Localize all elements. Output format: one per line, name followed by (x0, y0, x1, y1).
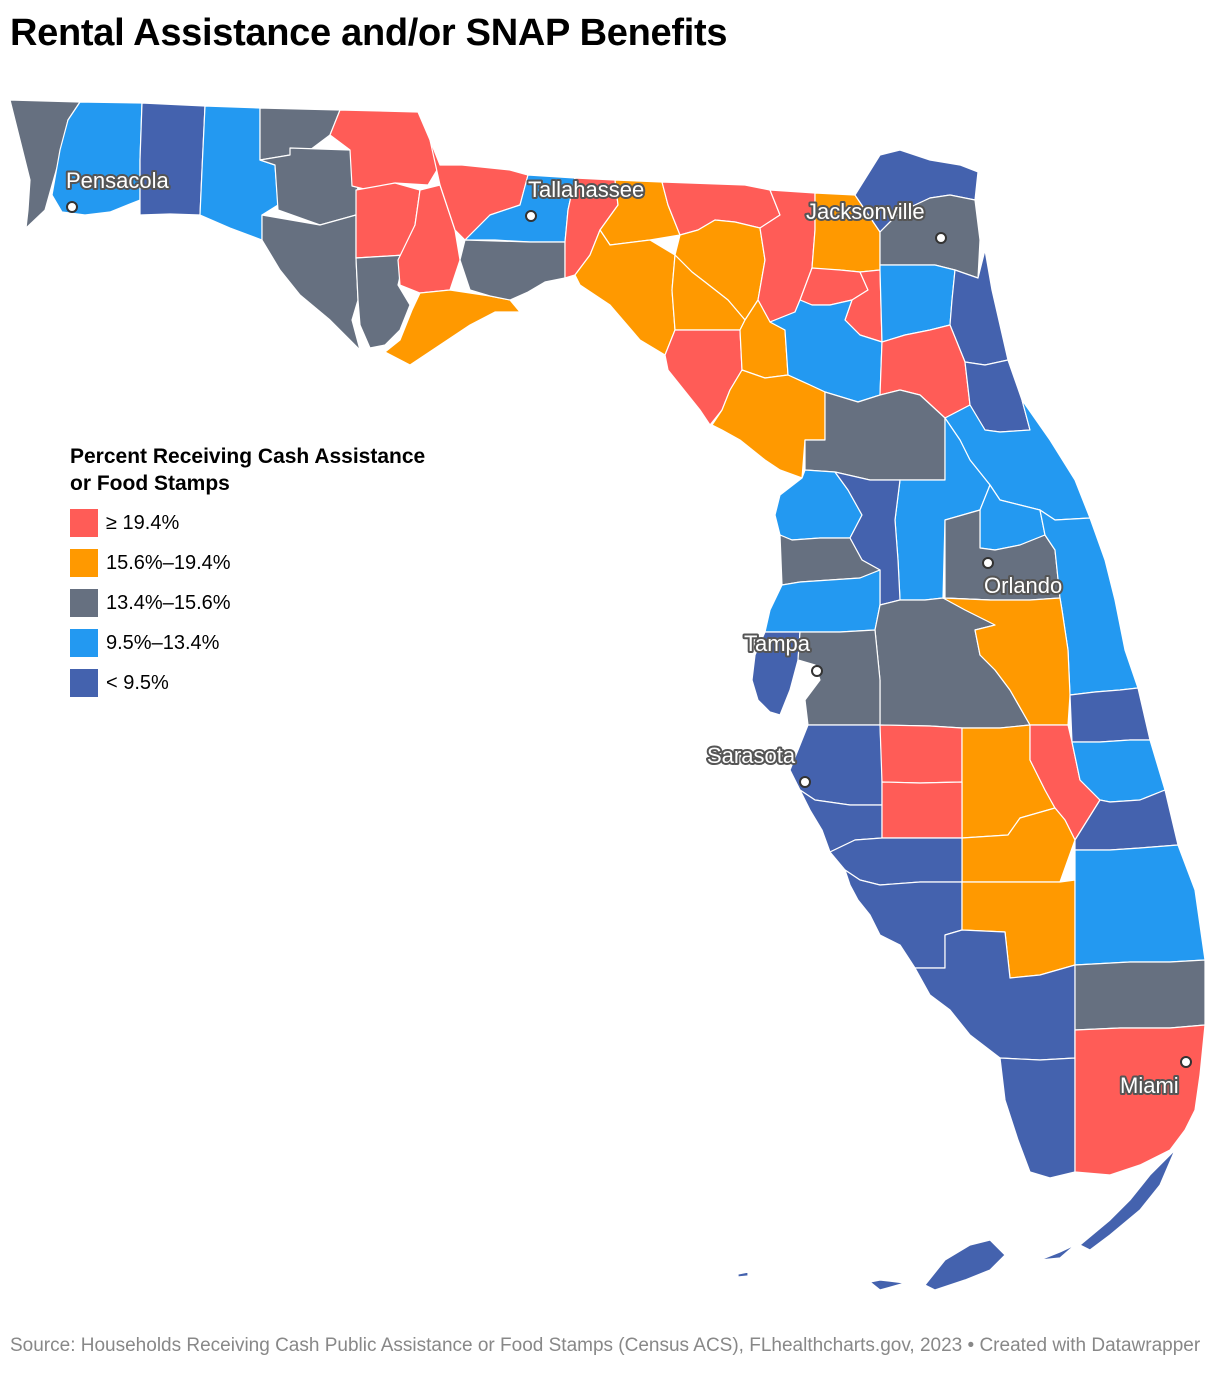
city-dot-tallahassee (525, 210, 537, 222)
county-indian-river[interactable] (1069, 687, 1151, 743)
city-dot-pensacola (66, 201, 78, 213)
county-broward[interactable] (1074, 959, 1206, 1031)
city-label-pensacola: Pensacola (66, 168, 170, 193)
page-title: Rental Assistance and/or SNAP Benefits (10, 12, 728, 54)
county-levy[interactable] (711, 369, 826, 479)
county-hillsborough[interactable] (797, 629, 881, 726)
city-label-sarasota: Sarasota (707, 743, 796, 768)
city-dot-sarasota (799, 776, 811, 788)
legend-item: 15.6%–19.4% (70, 549, 490, 577)
legend-label: 15.6%–19.4% (106, 551, 231, 574)
city-label-miami: Miami (1120, 1073, 1179, 1098)
city-label-orlando: Orlando (984, 573, 1062, 598)
county-monroe-keys-lower[interactable] (924, 1239, 1006, 1291)
county-bay[interactable] (261, 214, 361, 351)
city-dot-jacksonville (935, 232, 947, 244)
county-palm-beach[interactable] (1074, 844, 1206, 966)
county-wakulla[interactable] (459, 239, 566, 301)
source-note: Source: Households Receiving Cash Public… (10, 1335, 1201, 1356)
county-dixie[interactable] (664, 329, 743, 426)
legend-label: 13.4%–15.6% (106, 591, 231, 614)
city-label-jacksonville: Jacksonville (806, 199, 925, 224)
legend-item: 13.4%–15.6% (70, 589, 490, 617)
city-label-tallahassee: Tallahassee (528, 177, 644, 202)
legend-swatch (70, 669, 98, 697)
city-label-tampa: Tampa (744, 631, 811, 656)
county-hardee[interactable] (879, 724, 963, 784)
county-okaloosa[interactable] (139, 102, 206, 216)
legend-title: Percent Receiving Cash Assistance or Foo… (70, 443, 490, 497)
legend-swatch (70, 509, 98, 537)
city-dot-orlando (982, 557, 994, 569)
legend-title-line1: Percent Receiving Cash Assistance (70, 445, 426, 468)
county-miami-dade[interactable] (1074, 1024, 1206, 1176)
legend-label: 9.5%–13.4% (106, 631, 220, 654)
county-desoto[interactable] (881, 781, 963, 839)
legend-item: ≥ 19.4% (70, 509, 490, 537)
map-legend: Percent Receiving Cash Assistance or Foo… (70, 443, 490, 709)
legend-item: 9.5%–13.4% (70, 629, 490, 657)
legend-label: < 9.5% (106, 671, 169, 694)
city-dot-miami (1180, 1056, 1192, 1068)
legend-title-line2: or Food Stamps (70, 472, 230, 495)
legend-label: ≥ 19.4% (106, 511, 180, 534)
county-monroe-keys[interactable] (1079, 1149, 1176, 1251)
county-marion[interactable] (804, 389, 946, 481)
city-dot-tampa (811, 665, 823, 677)
legend-swatch (70, 629, 98, 657)
legend-item: < 9.5% (70, 669, 490, 697)
county-monroe-keys-tiny[interactable] (737, 1244, 1076, 1291)
legend-swatch (70, 549, 98, 577)
county-monroe[interactable] (999, 1029, 1076, 1179)
legend-swatch (70, 589, 98, 617)
